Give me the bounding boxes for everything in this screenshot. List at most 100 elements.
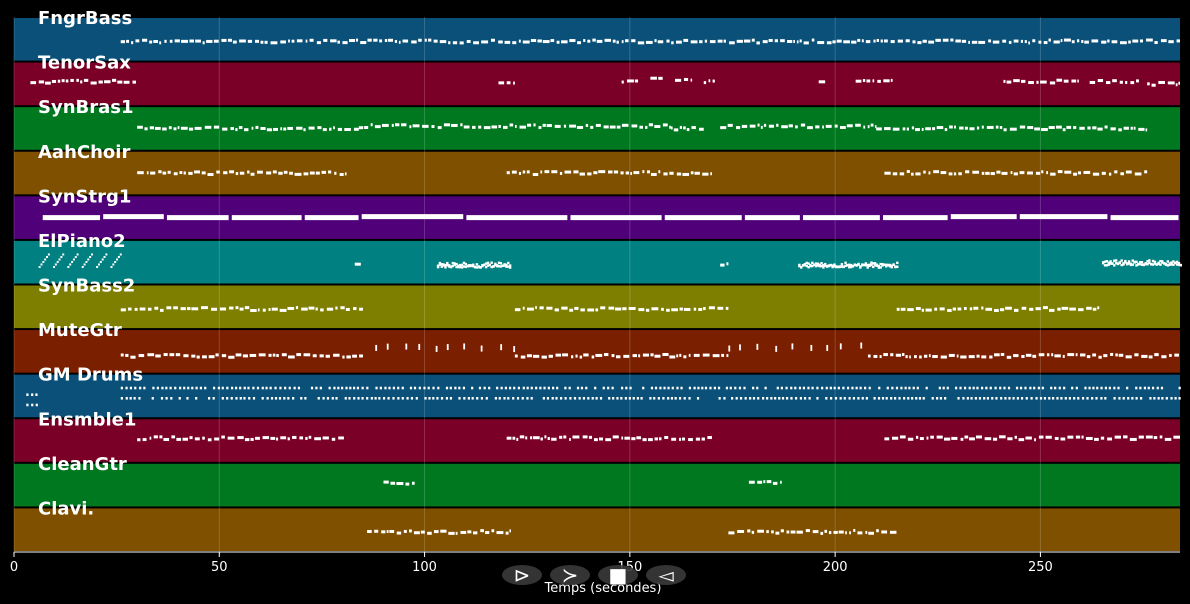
stop-button[interactable]: ■ <box>598 563 638 587</box>
note <box>133 396 136 400</box>
note <box>305 39 308 43</box>
next-button[interactable]: ≻ <box>550 563 590 587</box>
note <box>149 126 155 130</box>
note <box>384 39 388 43</box>
note <box>329 127 332 131</box>
note <box>1140 39 1143 43</box>
note <box>230 386 234 390</box>
note <box>725 306 729 310</box>
note <box>355 38 359 42</box>
note <box>1063 79 1069 83</box>
note <box>344 396 347 400</box>
note <box>787 39 793 43</box>
note <box>844 264 847 268</box>
note <box>513 346 516 353</box>
note <box>776 386 779 390</box>
note <box>659 386 662 390</box>
note <box>944 437 951 441</box>
note <box>954 125 956 129</box>
note <box>1076 39 1080 43</box>
note <box>886 263 890 267</box>
note <box>406 396 409 400</box>
note <box>658 76 663 80</box>
note <box>811 261 814 265</box>
note <box>805 261 808 265</box>
note <box>1046 353 1050 357</box>
note <box>1172 260 1175 263</box>
note <box>1019 386 1023 390</box>
note <box>334 171 337 175</box>
note <box>505 263 508 267</box>
note <box>227 436 235 440</box>
note <box>845 531 847 535</box>
note <box>26 403 29 407</box>
note <box>473 266 477 269</box>
note <box>182 437 189 441</box>
note <box>1050 386 1053 390</box>
note <box>530 386 533 390</box>
note <box>105 253 108 256</box>
note <box>1037 386 1040 390</box>
note <box>1125 80 1128 84</box>
note <box>542 123 546 127</box>
note <box>911 126 915 130</box>
note <box>710 172 712 176</box>
note <box>361 396 364 400</box>
note <box>119 253 122 256</box>
note <box>875 263 879 266</box>
note <box>612 396 615 400</box>
note <box>857 263 860 266</box>
note <box>462 265 466 268</box>
note <box>1100 396 1103 400</box>
note <box>907 308 914 312</box>
note <box>268 308 271 312</box>
note <box>702 353 710 357</box>
note <box>202 41 205 45</box>
note <box>857 531 863 535</box>
prev-button[interactable]: ◅ <box>646 563 686 587</box>
note <box>650 76 657 80</box>
note <box>650 353 654 357</box>
track-fngrbass <box>14 18 1180 61</box>
note <box>254 39 260 43</box>
note <box>588 435 593 439</box>
note <box>999 435 1006 439</box>
note <box>587 39 591 43</box>
note <box>1067 353 1075 357</box>
note <box>607 386 610 390</box>
note <box>1091 39 1099 43</box>
note <box>468 263 471 267</box>
note <box>310 386 314 390</box>
note <box>811 386 814 390</box>
note <box>1000 396 1003 400</box>
note <box>1006 355 1012 359</box>
note <box>1092 126 1097 130</box>
note <box>950 214 1017 220</box>
note <box>638 308 645 312</box>
note <box>876 38 880 42</box>
note <box>881 264 884 267</box>
note <box>446 264 449 267</box>
track-notes <box>120 342 1179 359</box>
note <box>498 40 503 44</box>
note <box>169 386 172 390</box>
note <box>463 396 466 400</box>
note <box>1104 396 1107 400</box>
note <box>1013 39 1019 43</box>
note <box>470 264 473 267</box>
note <box>337 127 343 131</box>
note <box>38 80 45 84</box>
note <box>954 386 958 390</box>
note <box>320 308 324 312</box>
note <box>51 79 57 83</box>
note <box>857 396 860 400</box>
note <box>717 386 721 390</box>
note <box>1004 396 1007 400</box>
note <box>1109 262 1112 265</box>
note <box>873 262 877 265</box>
note <box>480 529 484 533</box>
note <box>248 396 251 400</box>
play-button[interactable]: ⊳ <box>502 563 542 587</box>
note <box>1107 261 1110 265</box>
note <box>165 386 168 390</box>
